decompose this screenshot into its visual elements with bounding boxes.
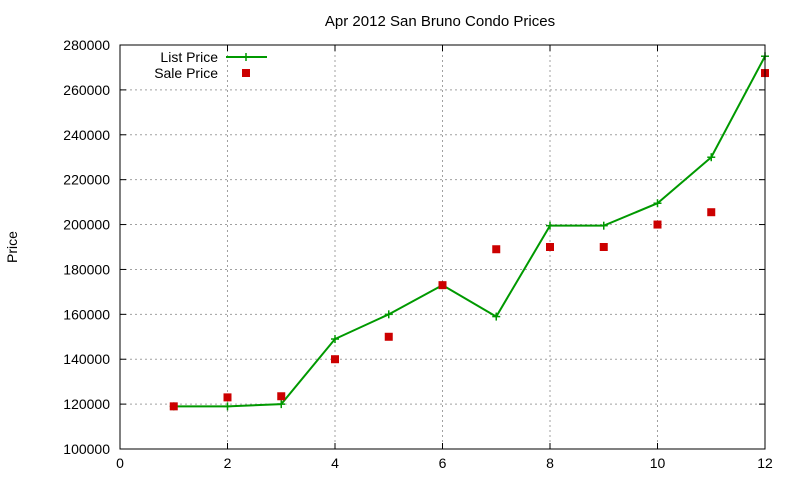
legend-label: List Price <box>160 49 218 65</box>
y-tick-label: 220000 <box>63 172 110 188</box>
y-tick-label: 140000 <box>63 351 110 367</box>
x-tick-label: 10 <box>650 455 666 471</box>
y-tick-label: 100000 <box>63 441 110 457</box>
y-tick-label: 120000 <box>63 396 110 412</box>
list-price-point <box>653 199 662 208</box>
grid-lines <box>120 45 765 449</box>
sale-price-point <box>546 243 554 251</box>
y-tick-label: 260000 <box>63 82 110 98</box>
sale-price-point <box>384 332 393 341</box>
sale-price-point <box>438 281 447 290</box>
legend-square-marker <box>242 69 250 77</box>
plot-frame <box>119 44 766 450</box>
x-tick-label: 12 <box>757 455 773 471</box>
y-tick-label: 240000 <box>63 127 110 143</box>
sale-price-point <box>277 392 286 401</box>
sale-price-point <box>223 393 232 402</box>
list-price-point <box>599 221 608 230</box>
list-price-point <box>277 400 286 409</box>
list-price-point <box>546 221 554 230</box>
list-price-point <box>384 310 393 319</box>
y-tick-label: 180000 <box>63 261 110 277</box>
axis-ticks: 0 2 4 6 8 10 12 100000 120000 140000 160000 180000 2… <box>63 37 773 471</box>
list-price-point <box>223 402 232 411</box>
sale-price-point <box>653 220 662 229</box>
chart-title: Apr 2012 San Bruno Condo Prices <box>325 13 555 30</box>
legend-label: Sale Price <box>154 65 218 81</box>
x-tick-label: 6 <box>439 455 447 471</box>
sale-price-point <box>599 243 608 251</box>
y-tick-label: 200000 <box>63 217 110 233</box>
sale-price-point <box>707 208 716 217</box>
legend-plus-marker <box>242 53 250 61</box>
list-price-point <box>331 335 339 344</box>
sale-price-point <box>492 245 501 254</box>
sale-price-point <box>169 402 178 411</box>
x-tick-label: 8 <box>546 455 554 471</box>
list-price-point <box>707 153 716 162</box>
x-tick-label: 0 <box>116 455 124 471</box>
series-layer <box>169 52 769 411</box>
list-price-point <box>492 312 501 321</box>
y-tick-label: 280000 <box>63 37 110 53</box>
x-tick-label: 2 <box>224 455 232 471</box>
y-axis-label: Price <box>4 231 20 263</box>
sale-price-point <box>331 355 339 364</box>
list-price-line <box>173 55 766 408</box>
x-tick-label: 4 <box>331 455 339 471</box>
y-tick-label: 160000 <box>63 306 110 322</box>
